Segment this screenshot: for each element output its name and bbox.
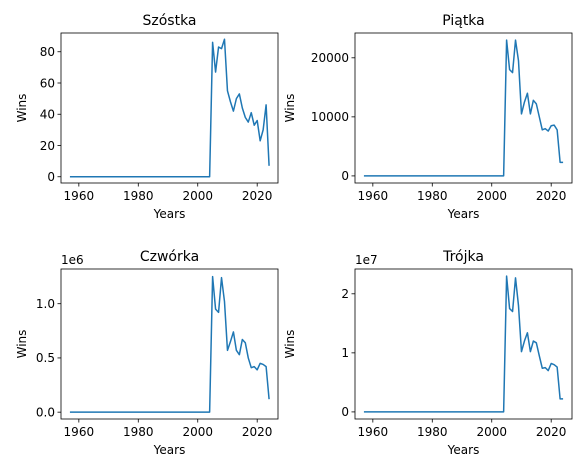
x-axis-label: Years: [153, 207, 186, 221]
subplot-4: 1960 1980 2000 2020 0 1 2 Trójka Years Wins 1e7: [283, 249, 573, 457]
x-tick-label: 2020: [536, 425, 567, 439]
x-tick-label: 2000: [476, 189, 507, 203]
series-line-1: [69, 38, 270, 178]
chart-title: Szóstka: [142, 13, 196, 29]
x-tick-label: 2020: [242, 189, 273, 203]
y-tick-label: 40: [40, 108, 55, 122]
y-axis-label: Wins: [283, 94, 297, 123]
x-axis-label: Years: [447, 207, 480, 221]
y-tick-label: 0.0: [36, 405, 55, 419]
x-tick-label: 1960: [358, 425, 389, 439]
y-offset-label: 1e6: [61, 253, 84, 267]
y-axis-label: Wins: [283, 330, 297, 359]
y-tick-label: 1: [341, 346, 349, 360]
x-tick-label: 1980: [123, 189, 154, 203]
x-axis-label: Years: [153, 443, 186, 457]
y-axis-label: Wins: [15, 330, 29, 359]
y-tick-label: 0: [341, 405, 349, 419]
y-tick-label: 0.5: [36, 351, 55, 365]
series-line-1: [363, 275, 564, 413]
y-tick-label: 0: [341, 169, 349, 183]
y-tick-label: 1.0: [36, 297, 55, 311]
y-tick-label: 2: [341, 287, 349, 301]
chart-title: Piątka: [442, 13, 485, 29]
y-offset-label: 1e7: [355, 253, 378, 267]
x-tick-label: 2000: [182, 189, 213, 203]
series-line-1: [363, 39, 564, 177]
y-tick-label: 0: [47, 170, 55, 184]
plot-frame: [354, 32, 573, 184]
chart-title: Trójka: [442, 249, 484, 265]
x-tick-label: 1980: [123, 425, 154, 439]
y-tick-label: 10000: [311, 110, 349, 124]
x-tick-label: 1980: [417, 189, 448, 203]
y-tick-label: 20: [40, 139, 55, 153]
x-tick-label: 1980: [417, 425, 448, 439]
plot-frame: [60, 268, 279, 420]
subplot-1: 1960 1980 2000 2020 0 20 40 60 80 Szóstka Years Win…: [15, 13, 279, 221]
y-tick-label: 80: [40, 45, 55, 59]
series-line-1: [69, 275, 270, 413]
chart-title: Czwórka: [140, 249, 199, 265]
plot-frame: [60, 32, 279, 184]
x-tick-label: 2000: [182, 425, 213, 439]
y-tick-label: 20000: [311, 51, 349, 65]
plot-frame: [354, 268, 573, 420]
x-tick-label: 2000: [476, 425, 507, 439]
x-axis-label: Years: [447, 443, 480, 457]
y-tick-label: 60: [40, 76, 55, 90]
x-tick-label: 2020: [242, 425, 273, 439]
x-tick-label: 1960: [358, 189, 389, 203]
subplot-2: 1960 1980 2000 2020 0 10000 20000 Piątka Years Wi…: [283, 13, 573, 221]
x-tick-label: 2020: [536, 189, 567, 203]
x-tick-label: 1960: [64, 189, 95, 203]
x-tick-label: 1960: [64, 425, 95, 439]
subplot-3: 1960 1980 2000 2020 0.0 0.5 1.0 Czwórka Years Win…: [15, 249, 279, 457]
y-axis-label: Wins: [15, 94, 29, 123]
